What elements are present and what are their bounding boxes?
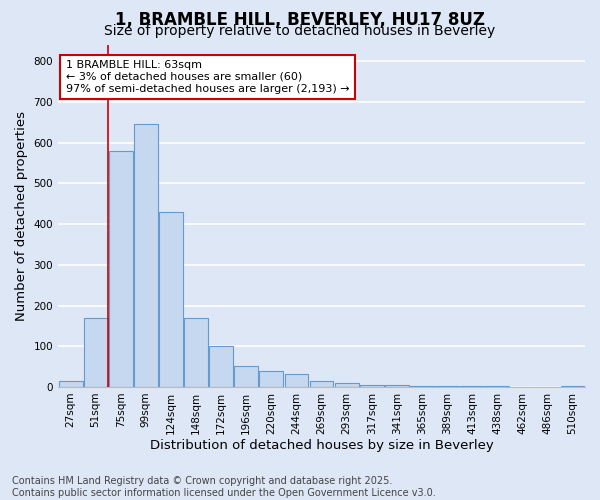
- Bar: [184, 318, 208, 387]
- Bar: [410, 386, 434, 387]
- Bar: [259, 372, 283, 387]
- Bar: [209, 346, 233, 387]
- Bar: [460, 386, 484, 387]
- Bar: [485, 386, 509, 387]
- X-axis label: Distribution of detached houses by size in Beverley: Distribution of detached houses by size …: [149, 440, 493, 452]
- Bar: [360, 384, 383, 387]
- Bar: [310, 381, 334, 387]
- Bar: [59, 381, 83, 387]
- Text: Contains HM Land Registry data © Crown copyright and database right 2025.
Contai: Contains HM Land Registry data © Crown c…: [12, 476, 436, 498]
- Text: Size of property relative to detached houses in Beverley: Size of property relative to detached ho…: [104, 24, 496, 38]
- Bar: [560, 386, 584, 387]
- Y-axis label: Number of detached properties: Number of detached properties: [15, 111, 28, 321]
- Bar: [134, 124, 158, 387]
- Bar: [109, 151, 133, 387]
- Text: 1, BRAMBLE HILL, BEVERLEY, HU17 8UZ: 1, BRAMBLE HILL, BEVERLEY, HU17 8UZ: [115, 11, 485, 29]
- Bar: [385, 386, 409, 387]
- Bar: [335, 383, 359, 387]
- Bar: [159, 212, 183, 387]
- Bar: [435, 386, 459, 387]
- Bar: [235, 366, 258, 387]
- Bar: [284, 374, 308, 387]
- Bar: [84, 318, 107, 387]
- Text: 1 BRAMBLE HILL: 63sqm
← 3% of detached houses are smaller (60)
97% of semi-detac: 1 BRAMBLE HILL: 63sqm ← 3% of detached h…: [66, 60, 350, 94]
